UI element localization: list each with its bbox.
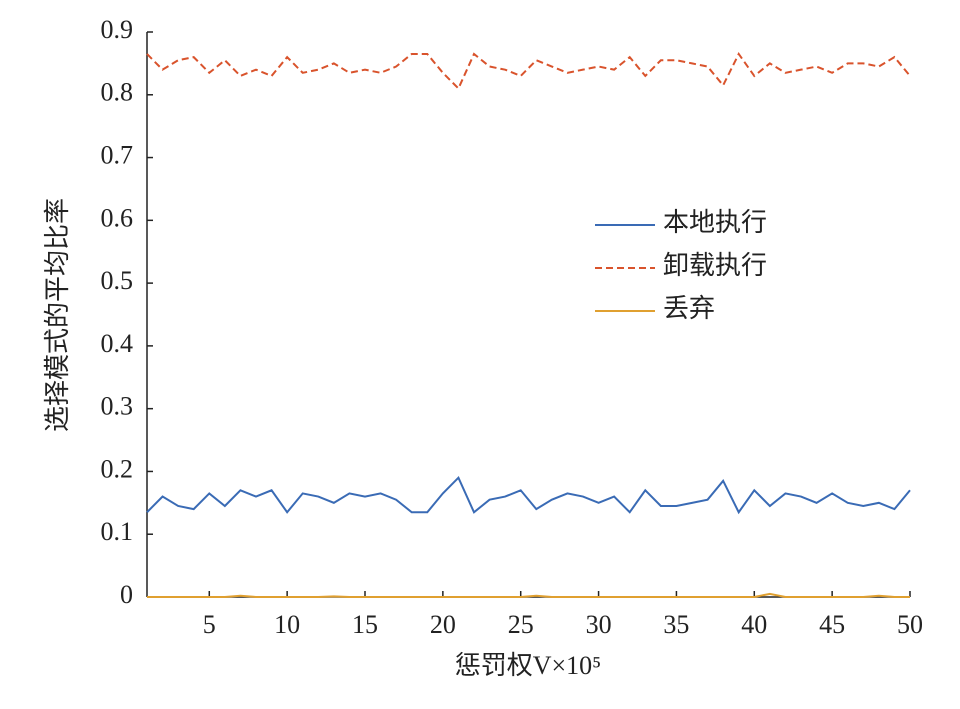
- x-tick-label: 20: [430, 610, 456, 639]
- legend-label: 卸载执行: [663, 251, 767, 280]
- y-tick-label: 0: [120, 580, 133, 609]
- series-line: [146, 475, 911, 515]
- x-tick-label: 15: [352, 610, 378, 639]
- y-axis-label: 选择模式的平均比率: [43, 198, 72, 432]
- y-tick-label: 0.9: [101, 15, 134, 44]
- x-tick-label: 30: [586, 610, 612, 639]
- y-tick-label: 0.1: [101, 517, 134, 546]
- series-line: [146, 52, 911, 91]
- y-tick-label: 0.3: [101, 392, 134, 421]
- x-tick-label: 25: [508, 610, 534, 639]
- x-tick-label: 10: [274, 610, 300, 639]
- y-tick-label: 0.8: [101, 78, 134, 107]
- x-tick-label: 35: [663, 610, 689, 639]
- x-axis-label: 惩罚权V×10⁵: [455, 651, 602, 680]
- y-tick-label: 0.4: [101, 329, 134, 358]
- y-tick-label: 0.7: [101, 141, 134, 170]
- y-tick-label: 0.5: [101, 266, 134, 295]
- x-tick-label: 45: [819, 610, 845, 639]
- y-tick-label: 0.2: [101, 454, 134, 483]
- x-tick-label: 50: [897, 610, 923, 639]
- y-tick-label: 0.6: [101, 203, 134, 232]
- x-tick-label: 40: [741, 610, 767, 639]
- x-tick-label: 5: [203, 610, 216, 639]
- legend-label: 本地执行: [663, 208, 767, 237]
- legend-label: 丢弃: [663, 294, 715, 323]
- series-line: [147, 592, 910, 598]
